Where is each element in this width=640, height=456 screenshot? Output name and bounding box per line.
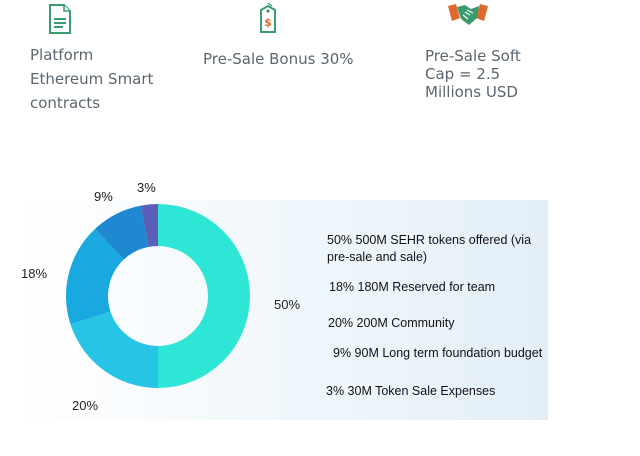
token-distribution-chart: 50% 20% 18% 9% 3% 50% 500M SEHR tokens o… xyxy=(12,180,548,420)
donut-slice xyxy=(66,228,124,325)
svg-text:$: $ xyxy=(264,16,272,29)
legend-item: 20% 200M Community xyxy=(328,316,455,330)
donut-slice xyxy=(70,311,158,388)
slice-label-3: 3% xyxy=(137,180,156,195)
feature-bonus-label: Pre-Sale Bonus 30% xyxy=(203,50,354,68)
price-tag-icon: $ xyxy=(256,2,280,38)
feature-soft-cap: Pre-Sale Soft Cap = 2.5 Millions USD xyxy=(425,47,521,101)
legend-item: 9% 90M Long term foundation budget xyxy=(333,346,543,360)
feature-bonus: Pre-Sale Bonus 30% xyxy=(203,47,354,71)
document-icon xyxy=(48,4,72,38)
feature-soft-cap-label: Pre-Sale Soft Cap = 2.5 Millions USD xyxy=(425,47,521,101)
donut-slice xyxy=(140,204,158,247)
donut-slice xyxy=(158,204,250,388)
donut-slice xyxy=(95,205,149,260)
donut-chart xyxy=(66,204,250,388)
handshake-icon xyxy=(447,0,489,34)
feature-platform-label: Platform Ethereum Smart contracts xyxy=(30,46,154,112)
legend-item: 3% 30M Token Sale Expenses xyxy=(326,384,496,398)
legend-item: 50% 500M SEHR tokens offered (via pre-sa… xyxy=(327,233,532,264)
slice-label-18: 18% xyxy=(21,266,48,281)
legend-item: 18% 180M Reserved for team xyxy=(329,280,496,294)
feature-platform: Platform Ethereum Smart contracts xyxy=(30,43,153,115)
slice-label-20: 20% xyxy=(72,398,99,413)
slice-label-50: 50% xyxy=(274,297,301,312)
slice-label-9: 9% xyxy=(94,189,113,204)
